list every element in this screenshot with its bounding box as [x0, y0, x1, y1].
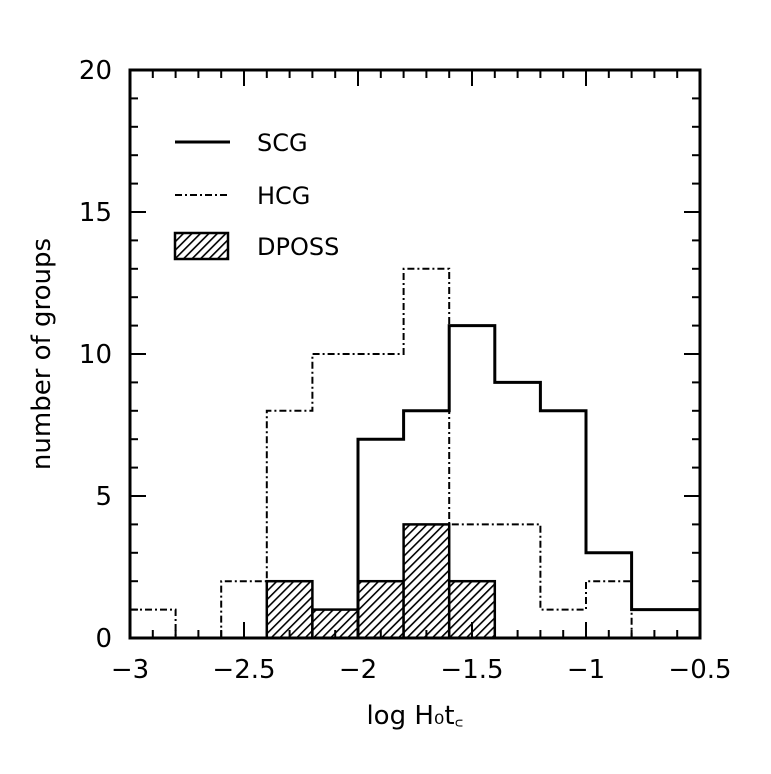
bar-dposs: [265, 579, 314, 640]
tick-labels: −3 −2.5 −2 −1.5 −1 −0.5 0 5 10 15 20: [79, 56, 732, 685]
legend-label-scg: SCG: [257, 129, 308, 157]
x-tick-label: −2: [339, 655, 377, 685]
x-tick-label: −0.5: [668, 655, 731, 685]
bar-dposs: [356, 579, 405, 640]
y-tick-label: 20: [79, 56, 112, 86]
x-tick-label: −2.5: [212, 655, 275, 685]
y-tick-label: 5: [95, 482, 112, 512]
ticks-layer: [129, 69, 701, 639]
x-axis-label: log H₀t꜀: [366, 701, 463, 731]
y-tick-label: 15: [79, 198, 112, 228]
y-tick-label: 10: [79, 340, 112, 370]
legend-swatch-dposs: [173, 231, 230, 261]
bar-dposs: [402, 523, 451, 640]
series-layer: [130, 267, 700, 640]
x-tick-label: −1.5: [440, 655, 503, 685]
y-tick-label: 0: [95, 624, 112, 654]
x-tick-label: −1: [567, 655, 605, 685]
y-axis-label: number of groups: [27, 238, 57, 470]
legend-label-dposs: DPOSS: [257, 233, 339, 261]
x-tick-label: −3: [111, 655, 149, 685]
legend: SCG HCG DPOSS: [173, 129, 339, 261]
series-hcg: [130, 267, 700, 639]
legend-label-hcg: HCG: [257, 182, 310, 210]
